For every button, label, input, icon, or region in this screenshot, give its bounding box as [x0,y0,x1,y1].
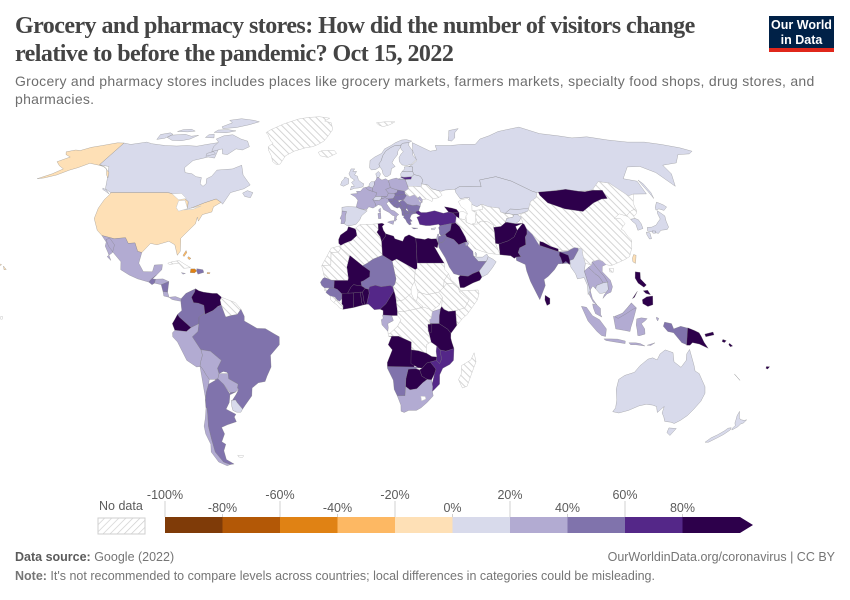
svg-text:-100%: -100% [147,488,183,502]
svg-text:20%: 20% [497,488,522,502]
svg-text:No data: No data [99,499,143,513]
svg-text:-20%: -20% [380,488,409,502]
svg-text:-80%: -80% [208,501,237,515]
svg-text:80%: 80% [670,501,695,515]
svg-text:0%: 0% [443,501,461,515]
svg-text:-60%: -60% [265,488,294,502]
svg-text:40%: 40% [555,501,580,515]
svg-text:60%: 60% [612,488,637,502]
svg-text:-40%: -40% [323,501,352,515]
